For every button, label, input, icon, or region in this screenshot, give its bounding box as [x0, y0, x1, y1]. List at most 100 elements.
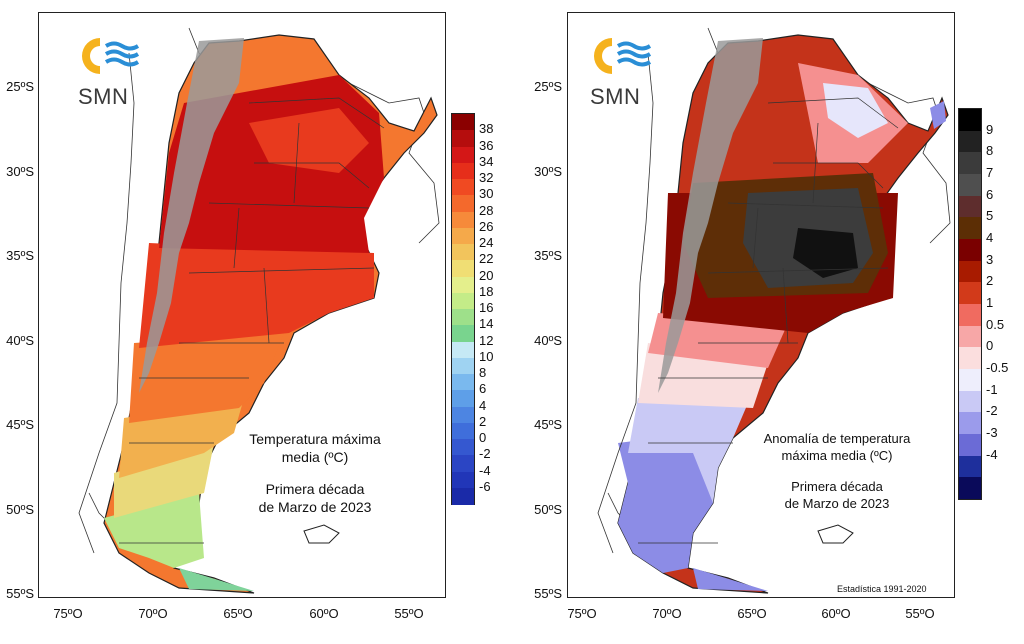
malvinas-islands	[303, 524, 340, 544]
lon-label: 65ºO	[223, 606, 253, 621]
lat-label: 35ºS	[534, 248, 562, 263]
band-tip	[179, 568, 254, 591]
band-max	[793, 228, 858, 278]
legend-tick-label: 38	[479, 121, 494, 137]
legend-tick-label: 14	[479, 316, 494, 332]
smn-logo-icon	[81, 38, 140, 74]
legend-tick-label: 28	[479, 202, 494, 218]
lat-label: 30ºS	[534, 164, 562, 179]
legend-swatch	[452, 179, 474, 196]
temperature-map-panel: 25ºS 30ºS 35ºS 40ºS 45ºS 50ºS 55ºS 75ºO …	[6, 12, 494, 621]
map-caption: Temperatura máxima media (ºC) Primera dé…	[240, 430, 390, 516]
lat-label: 40ºS	[534, 333, 562, 348]
lat-label: 45ºS	[534, 417, 562, 432]
legend-tick-label: 22	[479, 251, 494, 267]
legend-swatch	[452, 276, 474, 294]
legend-swatch	[959, 434, 981, 457]
legend-tick-label: 6	[986, 186, 994, 202]
legend-swatch	[452, 309, 474, 326]
legend-tick-label: -4	[986, 446, 998, 462]
caption-line: de Marzo de 2023	[258, 499, 372, 515]
map-frame	[38, 12, 446, 598]
legend-swatch	[959, 282, 981, 305]
legend-tick-label: 18	[479, 283, 494, 299]
legend-tick-label: -2	[479, 446, 491, 462]
caption-line: de Marzo de 2023	[784, 496, 890, 511]
legend-tick-label: 0	[479, 430, 487, 445]
legend-swatch	[959, 412, 981, 435]
lon-label: 60ºO	[821, 606, 851, 621]
legend-swatch	[452, 195, 474, 212]
legend-swatch	[959, 130, 981, 153]
legend-swatch	[959, 304, 981, 327]
legend-swatch	[959, 152, 981, 175]
lon-label: 70ºO	[138, 606, 168, 621]
legend-tick-label: 2	[479, 413, 487, 429]
lat-label: 30ºS	[6, 164, 34, 179]
legend-swatch	[452, 260, 474, 277]
temperature-legend	[451, 113, 475, 505]
legend-tick-label: 34	[479, 153, 494, 169]
legend-tick-label: 16	[479, 300, 494, 315]
caption-line: máxima media (ºC)	[781, 448, 893, 463]
smn-logo-text: SMN	[78, 84, 129, 109]
legend-swatch	[452, 292, 474, 310]
legend-tick-label: 9	[986, 121, 994, 137]
lat-label: 55ºS	[534, 586, 562, 601]
legend-tick-label: 6	[479, 381, 487, 397]
band-colder	[618, 433, 713, 573]
legend-tick-label: 4	[986, 230, 994, 245]
lat-label: 35ºS	[6, 248, 34, 263]
lon-label: 70ºO	[652, 606, 682, 621]
legend-swatch	[959, 477, 981, 500]
legend-swatch	[452, 341, 474, 359]
lon-label: 55ºO	[394, 606, 424, 621]
legend-swatch	[452, 455, 474, 472]
andes-relief	[658, 38, 763, 393]
caption-line: Anomalía de temperatura	[763, 431, 911, 446]
anomaly-map	[597, 27, 951, 594]
statistics-footnote: Estadística 1991-2020	[837, 584, 927, 594]
legend-tick-label: 10	[479, 348, 494, 364]
legend-tick-label: 4	[479, 397, 487, 413]
legend-swatch	[452, 439, 474, 456]
legend-tick-label: 0.5	[986, 316, 1005, 332]
band-cool	[628, 398, 748, 503]
legend-tick-label: 5	[986, 208, 994, 224]
legend-tick-label: 2	[986, 273, 994, 289]
band-ne-cool	[930, 101, 946, 129]
legend-tick-label: 8	[986, 143, 994, 159]
legend-tick-label: 8	[479, 365, 487, 380]
legend-tick-label: -6	[479, 478, 491, 494]
legend-tick-label: 24	[479, 235, 494, 250]
pacific-coast	[597, 52, 654, 554]
band-cool	[114, 443, 214, 518]
anomaly-map-panel: 25ºS 30ºS 35ºS 40ºS 45ºS 50ºS 55ºS 75ºO …	[512, 0, 1024, 644]
smn-logo-text: SMN	[590, 84, 641, 109]
legend-swatch	[959, 260, 981, 283]
legend-tick-label: 7	[986, 165, 994, 180]
caption-line: media (ºC)	[281, 449, 349, 465]
legend-swatch	[452, 390, 474, 407]
lon-label: 65ºO	[737, 606, 767, 621]
legend-swatch	[452, 244, 474, 261]
legend-tick-label: 12	[479, 332, 494, 348]
lat-label: 25ºS	[6, 79, 34, 94]
legend-swatch	[452, 114, 474, 131]
legend-swatch	[452, 357, 474, 375]
lon-label: 75ºO	[53, 606, 83, 621]
legend-swatch	[959, 455, 981, 478]
lon-label: 60ºO	[309, 606, 339, 621]
band-north-neutral	[823, 83, 888, 138]
legend-swatch	[959, 347, 981, 370]
lat-label: 55ºS	[6, 586, 34, 601]
legend-tick-label: -0.5	[986, 360, 1009, 375]
map-frame	[567, 12, 955, 598]
legend-tick-label: 26	[479, 218, 494, 234]
smn-logo-icon	[593, 38, 652, 74]
legend-tick-label: -2	[986, 403, 998, 419]
malvinas-islands	[817, 524, 854, 544]
legend-tick-label: 30	[479, 186, 494, 202]
legend-swatch	[452, 146, 474, 164]
province-borders	[638, 97, 899, 544]
